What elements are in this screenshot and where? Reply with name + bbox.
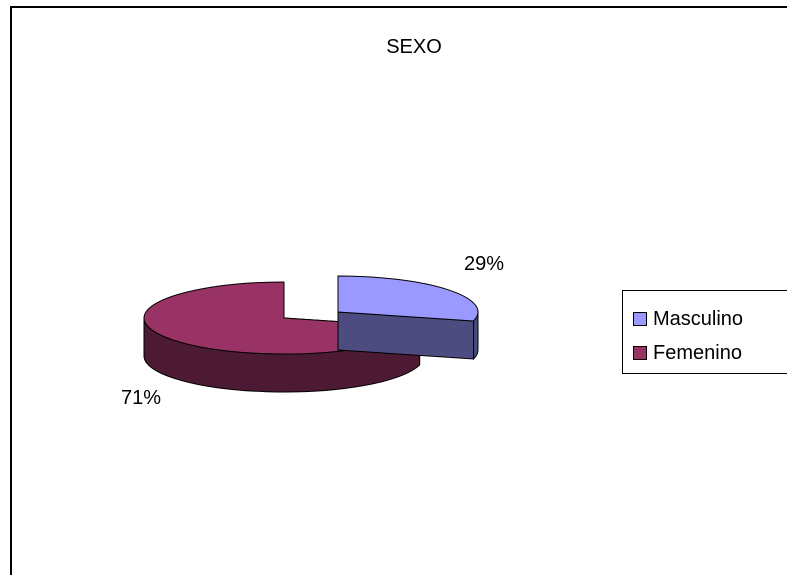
legend-swatch-femenino: [633, 346, 647, 360]
legend-item-femenino: Femenino: [633, 342, 742, 364]
slice-top-masculino: [337, 275, 479, 322]
legend-label-masculino: Masculino: [653, 307, 744, 330]
slice-label-femenino: 71%: [121, 387, 161, 409]
legend: Masculino Femenino: [622, 290, 787, 374]
legend-item-masculino: Masculino: [633, 308, 743, 330]
slice-label-masculino: 29%: [464, 253, 504, 275]
legend-swatch-masculino: [633, 312, 647, 326]
legend-label-femenino: Femenino: [653, 341, 742, 364]
slice-masculino: [337, 275, 479, 361]
pie-group: [143, 275, 479, 393]
chart-title: SEXO: [386, 36, 442, 58]
